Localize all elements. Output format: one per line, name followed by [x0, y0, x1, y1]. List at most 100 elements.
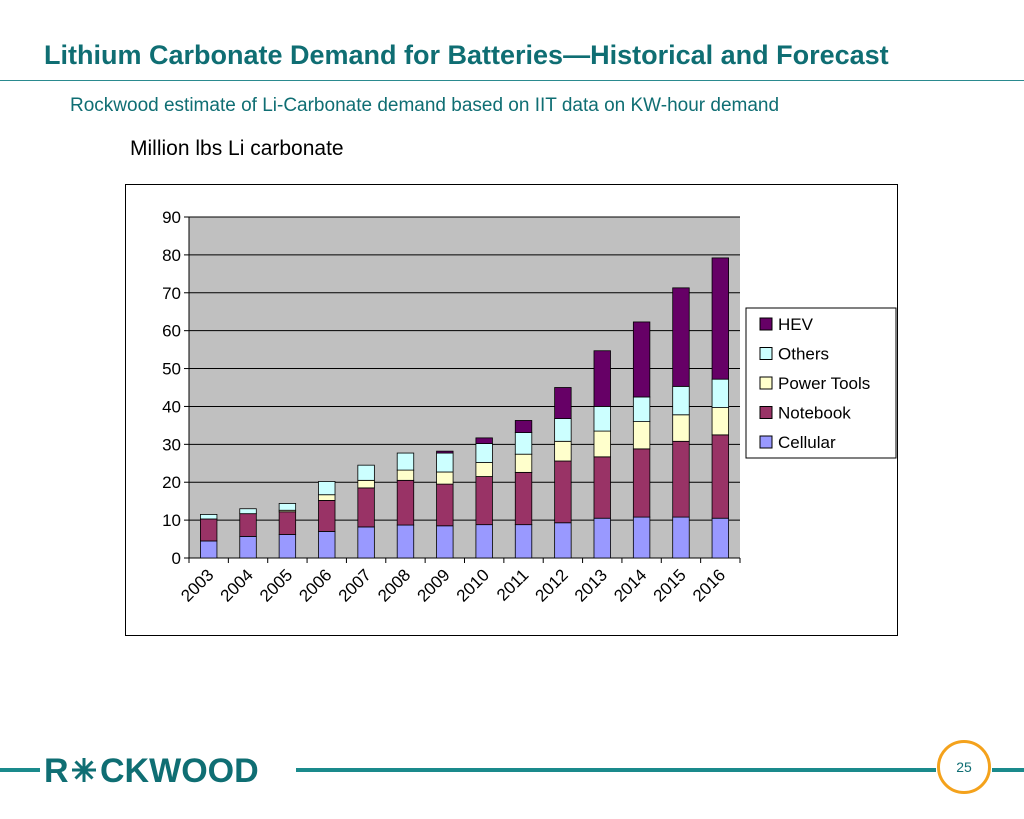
legend-label-hev: HEV — [778, 315, 814, 334]
legend-swatch-cellular — [759, 435, 773, 449]
bar-others-2004 — [239, 508, 257, 515]
bar-hev-2010 — [475, 437, 493, 444]
bar-hev-2011 — [514, 420, 533, 433]
bar-cellular-2012 — [554, 522, 572, 559]
x-tick-label: 2005 — [256, 565, 296, 605]
y-tick-label: 20 — [162, 473, 181, 492]
bar-hev-2015 — [672, 287, 690, 387]
bar-notebook-2016 — [711, 434, 729, 519]
legend-label-notebook: Notebook — [778, 404, 851, 423]
x-tick-label: 2007 — [335, 565, 375, 605]
x-tick-label: 2010 — [453, 565, 493, 605]
bar-others-2010 — [475, 443, 493, 463]
bar-others-2014 — [632, 396, 651, 423]
footer-line-end — [992, 768, 1024, 772]
page-number-badge: 25 — [937, 740, 991, 794]
bar-others-2005 — [278, 503, 297, 511]
bar-power-tools-2013 — [593, 430, 611, 458]
bar-cellular-2016 — [711, 517, 729, 559]
bar-hev-2013 — [593, 350, 611, 407]
bar-notebook-2005 — [278, 511, 297, 535]
y-tick-label: 60 — [162, 322, 181, 341]
svg-text:CKWOOD: CKWOOD — [100, 752, 259, 790]
bar-others-2007 — [357, 464, 375, 481]
bar-power-tools-2008 — [396, 469, 415, 481]
bar-power-tools-2016 — [711, 407, 729, 436]
y-tick-label: 10 — [162, 511, 181, 530]
y-tick-label: 40 — [162, 397, 181, 416]
footer-line-right — [296, 768, 936, 772]
bar-notebook-2015 — [672, 440, 690, 518]
bar-notebook-2004 — [239, 513, 257, 537]
bar-power-tools-2011 — [514, 453, 533, 473]
bar-others-2015 — [672, 385, 690, 416]
bar-notebook-2013 — [593, 456, 611, 519]
bar-power-tools-2009 — [436, 471, 454, 485]
bar-notebook-2012 — [554, 460, 572, 524]
y-tick-label: 30 — [162, 435, 181, 454]
bar-cellular-2008 — [396, 524, 415, 559]
bar-cellular-2007 — [357, 526, 375, 559]
chart-frame: 0 10 20 30 40 50 60 70 80 90 2003 2004 2005 2006 2007 2… — [125, 184, 898, 636]
bar-power-tools-2010 — [475, 462, 493, 477]
legend-swatch-notebook — [759, 406, 773, 419]
bar-notebook-2010 — [475, 476, 493, 526]
x-tick-label: 2014 — [610, 565, 650, 605]
legend-swatch-others — [759, 347, 773, 360]
bar-cellular-2003 — [200, 540, 218, 559]
bar-others-2013 — [593, 406, 611, 432]
legend-label-cellular: Cellular — [778, 433, 836, 452]
bar-cellular-2004 — [239, 536, 257, 559]
bar-cellular-2014 — [632, 516, 651, 559]
legend-swatch-hev — [759, 317, 773, 331]
footer-line-left — [0, 768, 40, 772]
legend-label-others: Others — [778, 345, 829, 364]
bar-notebook-2007 — [357, 487, 375, 528]
x-tick-label: 2012 — [532, 565, 572, 605]
slide-subtitle: Rockwood estimate of Li-Carbonate demand… — [70, 95, 780, 116]
x-tick-label: 2006 — [295, 565, 335, 605]
bar-cellular-2013 — [593, 517, 611, 559]
y-tick-label: 80 — [162, 246, 181, 265]
bar-notebook-2003 — [200, 518, 218, 542]
bar-power-tools-2007 — [357, 479, 375, 489]
page-number: 25 — [956, 759, 972, 775]
bar-hev-2009 — [436, 450, 454, 454]
bar-others-2016 — [711, 378, 729, 408]
bar-others-2009 — [436, 452, 454, 473]
bar-others-2012 — [554, 418, 572, 442]
x-tick-label: 2009 — [413, 565, 453, 605]
title-divider — [0, 80, 1024, 81]
bar-notebook-2011 — [514, 471, 533, 526]
bar-notebook-2009 — [436, 483, 454, 527]
bar-cellular-2010 — [475, 524, 493, 559]
slide-title: Lithium Carbonate Demand for Batteries—H… — [44, 40, 889, 70]
x-tick-label: 2003 — [177, 565, 217, 605]
bar-others-2003 — [200, 514, 218, 520]
bar-cellular-2006 — [318, 531, 336, 559]
x-tick-label: 2011 — [493, 565, 532, 604]
y-tick-label: 0 — [172, 549, 181, 568]
bar-hev-2012 — [554, 387, 572, 419]
x-tick-label: 2008 — [374, 565, 414, 605]
bar-others-2006 — [318, 481, 336, 496]
x-tick-label: 2015 — [650, 565, 690, 605]
y-tick-label: 50 — [162, 360, 181, 379]
bar-hev-2014 — [632, 321, 651, 398]
legend-label-power-tools: Power Tools — [778, 374, 870, 393]
legend-swatch-power-tools — [759, 376, 773, 390]
bar-power-tools-2012 — [554, 440, 572, 462]
bar-cellular-2015 — [672, 516, 690, 559]
y-tick-label: 90 — [162, 208, 181, 227]
x-tick-label: 2016 — [689, 565, 729, 605]
bar-cellular-2009 — [436, 525, 454, 559]
svg-text:R: R — [44, 752, 69, 790]
y-tick-label: 70 — [162, 284, 181, 303]
bar-notebook-2014 — [632, 448, 651, 518]
bar-others-2008 — [396, 452, 415, 471]
rockwood-logo: R CKWOOD — [44, 752, 259, 790]
bar-power-tools-2015 — [672, 414, 690, 442]
units-label: Million lbs Li carbonate — [130, 137, 344, 160]
bar-notebook-2008 — [396, 479, 415, 526]
